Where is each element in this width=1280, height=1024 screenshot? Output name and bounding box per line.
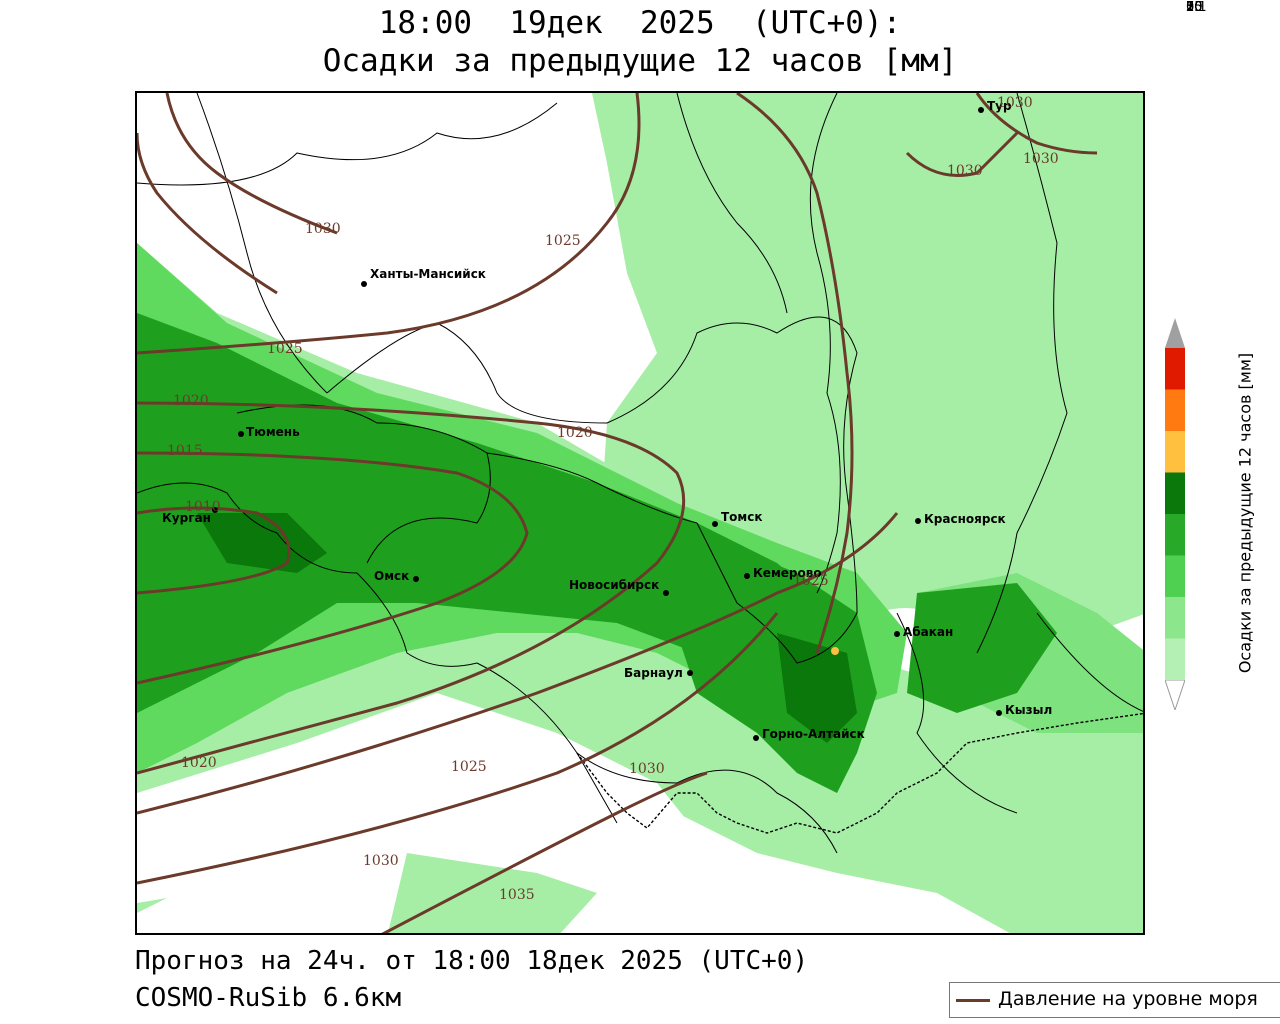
city-dot xyxy=(744,573,750,579)
colorbar-band xyxy=(1165,348,1185,390)
isobar-label: 1035 xyxy=(499,887,535,903)
isobar-legend-label: Давление на уровне моря xyxy=(998,988,1258,1010)
city-label: Омск xyxy=(374,569,410,583)
region-borders xyxy=(137,93,1143,854)
precip-heavy-layer xyxy=(137,313,1057,793)
city-label: Тюмень xyxy=(246,425,300,439)
colorbar-band xyxy=(1165,389,1185,431)
country-border xyxy=(576,712,1143,834)
isobar-label: 1030 xyxy=(1023,151,1059,167)
city-label: Абакан xyxy=(903,625,954,639)
isobars xyxy=(137,93,1098,933)
colorbar-tick-label: 10 xyxy=(1186,0,1203,15)
colorbar-band xyxy=(1165,472,1185,514)
precip-max-spot xyxy=(831,647,839,655)
colorbar-band xyxy=(1165,514,1185,556)
colorbar-band xyxy=(1165,679,1185,710)
isobar-label: 1025 xyxy=(451,759,487,775)
city-label: Барнаул xyxy=(624,666,683,680)
isobar-label: 1030 xyxy=(997,95,1033,111)
city-dot xyxy=(687,670,693,676)
isobar-label: 1020 xyxy=(181,755,217,771)
city-dot xyxy=(712,521,718,527)
city-dot xyxy=(361,281,367,287)
city-label: Тур xyxy=(987,99,1012,113)
city-label: Ханты-Мансийск xyxy=(370,267,486,281)
colorbar-band xyxy=(1165,318,1185,348)
colorbar-tick-label: 20 xyxy=(1186,0,1203,15)
colorbar-title: Осадки за предыдущие 12 часов [мм] xyxy=(1235,352,1255,674)
city-dot xyxy=(413,576,419,582)
map-title: 18:00 19дек 2025 (UTC+0): xyxy=(378,5,902,41)
colorbar-tick-label: 1 xyxy=(1186,0,1195,15)
city-label: Красноярск xyxy=(924,512,1006,526)
city-dot xyxy=(238,431,244,437)
model-name: COSMO-RuSib 6.6км xyxy=(135,983,402,1013)
city-dot xyxy=(212,507,218,513)
forecast-info: Прогноз на 24ч. от 18:00 18дек 2025 (UTC… xyxy=(135,946,809,976)
isobar-label: 1010 xyxy=(185,499,221,515)
city-label: Кызыл xyxy=(1005,703,1053,717)
isobar-label: 1015 xyxy=(167,443,203,459)
precip-colorbar xyxy=(1165,318,1185,710)
city-label: Кемерово xyxy=(753,566,822,580)
colorbar-tick-label: 30 xyxy=(1186,0,1203,15)
isobar-legend-line xyxy=(956,999,990,1002)
city-dot xyxy=(753,735,759,741)
isobar-legend: Давление на уровне моря xyxy=(949,982,1280,1018)
colorbar-band xyxy=(1165,638,1185,680)
city-label: Курган xyxy=(162,511,211,525)
city-dot xyxy=(663,590,669,596)
precipitation-map: Ханты-Мансийск Тюмень Курган Омск Новоси… xyxy=(135,91,1145,935)
colorbar-tick-label: 2 xyxy=(1186,0,1195,15)
isobar-label: 1025 xyxy=(545,233,581,249)
map-canvas xyxy=(137,93,1143,933)
colorbar-band xyxy=(1165,555,1185,597)
isobar-label: 1020 xyxy=(557,425,593,441)
colorbar-tick-label: 50 xyxy=(1186,0,1203,15)
colorbar-tick-label: 0.1 xyxy=(1186,0,1207,15)
isobar-label: 1030 xyxy=(947,163,983,179)
city-label: Томск xyxy=(721,510,763,524)
isobar-label: 1030 xyxy=(363,853,399,869)
isobar-label: 1020 xyxy=(173,393,209,409)
city-dot xyxy=(894,631,900,637)
city-dot xyxy=(996,710,1002,716)
colorbar-tick-label: 5 xyxy=(1186,0,1195,15)
isobar-label: 1030 xyxy=(305,221,341,237)
colorbar-band xyxy=(1165,431,1185,473)
colorbar-band xyxy=(1165,597,1185,639)
isobar-label: 1025 xyxy=(267,341,303,357)
colorbar-tick-label: 75 xyxy=(1186,0,1203,15)
city-dot xyxy=(915,518,921,524)
city-label: Горно-Алтайск xyxy=(762,727,865,741)
map-subtitle: Осадки за предыдущие 12 часов [мм] xyxy=(322,43,958,79)
city-dot xyxy=(978,107,984,113)
isobar-label: 1030 xyxy=(629,761,665,777)
isobar-label: 1025 xyxy=(793,573,829,589)
city-label: Новосибирск xyxy=(569,578,660,592)
